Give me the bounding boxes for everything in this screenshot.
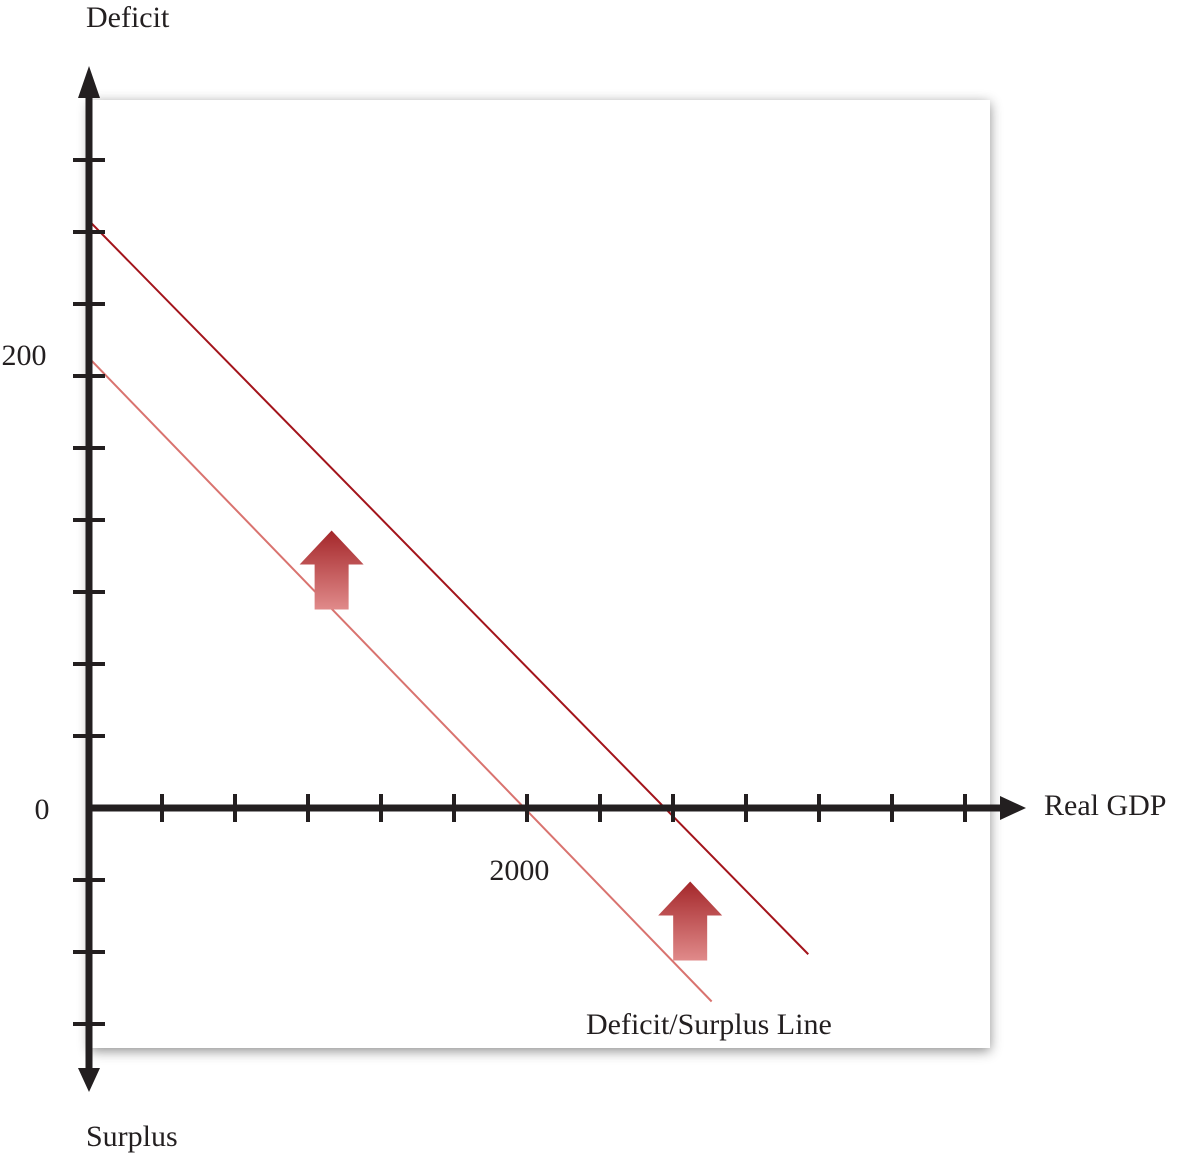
y-axis-label-bottom: Surplus: [86, 1120, 178, 1153]
series-line-1: [88, 357, 713, 1003]
x-axis-label: Real GDP: [1044, 789, 1167, 822]
y-tick-label: 200: [2, 339, 47, 372]
tick-labels: 200 2000: [2, 339, 550, 887]
x-axis: [86, 796, 1026, 820]
series-line-2: [88, 220, 809, 955]
axis-ticks: [73, 158, 967, 1026]
x-axis-right-arrowhead: [1000, 796, 1026, 820]
shift-arrows: [299, 530, 723, 961]
y-axis-up-arrowhead: [78, 66, 100, 98]
y-axis-label-top: Deficit: [86, 1, 170, 34]
shift-up-arrow-2: [658, 881, 723, 961]
origin-label: 0: [35, 793, 50, 826]
y-axis: [78, 66, 100, 1092]
plot-panel: [90, 100, 990, 1048]
shift-up-arrow-1: [299, 530, 364, 610]
x-tick-label: 2000: [489, 854, 549, 887]
series-layer: [88, 220, 809, 1003]
series-label-deficit-surplus-line: Deficit/Surplus Line: [586, 1008, 832, 1041]
y-axis-down-arrowhead: [78, 1068, 100, 1092]
